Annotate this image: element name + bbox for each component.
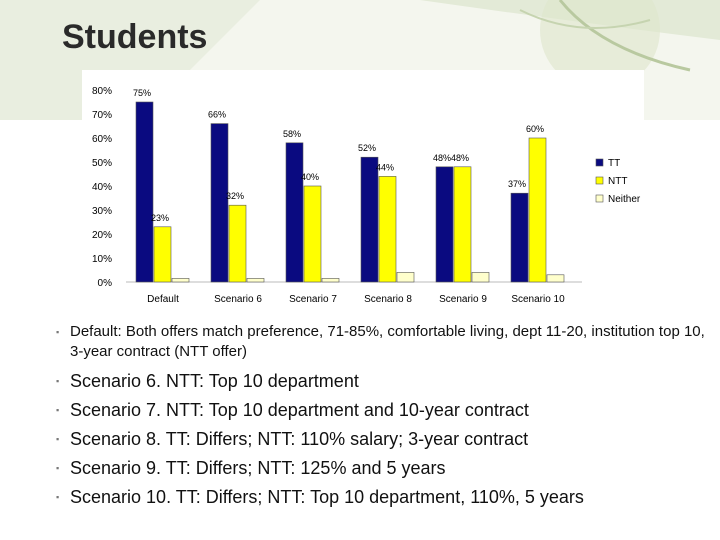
bar-neither-5 [546, 274, 565, 283]
legend-swatch-tt [595, 158, 604, 167]
bar-chart: 0% 10% 20% 30% 40% 50% 60% 70% 80% 75% 23% Default 6… [82, 70, 644, 320]
bar-tt-3 [360, 156, 379, 283]
bar-tt-2 [285, 142, 304, 283]
data-label-ntt: 32% [226, 191, 244, 201]
legend-label-ntt: NTT [608, 176, 627, 187]
bar-neither-3 [396, 272, 415, 283]
data-label-tt: 75% [133, 88, 151, 98]
data-label-tt: 52% [358, 143, 376, 153]
y-tick-label: 70% [92, 110, 112, 121]
x-tick-label: Scenario 8 [364, 294, 412, 305]
y-tick-label: 40% [92, 182, 112, 193]
bar-neither-1 [246, 278, 265, 283]
bullet-text-scenario-6: Scenario 6. NTT: Top 10 department [70, 371, 359, 391]
bar-tt-0 [135, 101, 154, 283]
bar-ntt-4 [453, 166, 472, 283]
chart-svg: 0% 10% 20% 30% 40% 50% 60% 70% 80% 75% 23% Default 6… [92, 86, 641, 305]
x-tick-label: Scenario 6 [214, 294, 262, 305]
data-label-ntt: 48% [451, 153, 469, 163]
bullet-marker: ▪ [56, 376, 60, 386]
data-label-tt: 37% [508, 179, 526, 189]
bullet-marker: ▪ [56, 434, 60, 444]
data-label-ntt: 40% [301, 172, 319, 182]
bar-tt-1 [210, 123, 229, 283]
y-tick-label: 50% [92, 158, 112, 169]
bullet-marker: ▪ [56, 463, 60, 473]
bullet-text-scenario-8: Scenario 8. TT: Differs; NTT: 110% salar… [70, 429, 529, 449]
legend-label-tt: TT [608, 158, 620, 169]
y-tick-label: 0% [98, 278, 113, 289]
legend-swatch-neither [595, 194, 604, 203]
bullet-marker: ▪ [56, 405, 60, 415]
data-label-tt: 58% [283, 129, 301, 139]
bullet-text-scenario-7: Scenario 7. NTT: Top 10 department and 1… [70, 400, 529, 420]
x-tick-label: Scenario 10 [511, 294, 565, 305]
slide-title: Students [62, 18, 208, 56]
bar-neither-2 [321, 278, 340, 283]
y-tick-label: 20% [92, 230, 112, 241]
bullet-marker: ▪ [56, 492, 60, 502]
y-tick-label: 80% [92, 86, 112, 97]
bar-ntt-2 [303, 185, 322, 283]
bar-ntt-3 [378, 176, 397, 283]
bar-neither-0 [171, 278, 190, 283]
y-tick-label: 10% [92, 254, 112, 265]
data-label-tt: 48% [433, 153, 451, 163]
bullet-text-scenario-9: Scenario 9. TT: Differs; NTT: 125% and 5… [70, 458, 446, 478]
data-label-ntt: 44% [376, 162, 394, 172]
bar-tt-5 [510, 192, 529, 283]
bullet-text-scenario-10: Scenario 10. TT: Differs; NTT: Top 10 de… [70, 487, 584, 507]
x-tick-label: Scenario 7 [289, 294, 337, 305]
bar-ntt-1 [228, 204, 247, 283]
x-tick-label: Default [147, 294, 179, 305]
y-tick-label: 60% [92, 134, 112, 145]
bullet-text-default: Default: Both offers match preference, 7… [70, 323, 705, 360]
data-label-ntt: 60% [526, 124, 544, 134]
x-tick-label: Scenario 9 [439, 294, 487, 305]
data-label-tt: 66% [208, 110, 226, 120]
legend-swatch-ntt [595, 176, 604, 185]
bar-ntt-0 [153, 226, 172, 283]
bullet-marker: ▪ [56, 327, 60, 337]
bar-neither-4 [471, 272, 490, 283]
legend-label-neither: Neither [608, 194, 641, 205]
bar-ntt-5 [528, 137, 547, 283]
y-tick-label: 30% [92, 206, 112, 217]
bar-tt-4 [435, 166, 454, 283]
data-label-ntt: 23% [151, 213, 169, 223]
